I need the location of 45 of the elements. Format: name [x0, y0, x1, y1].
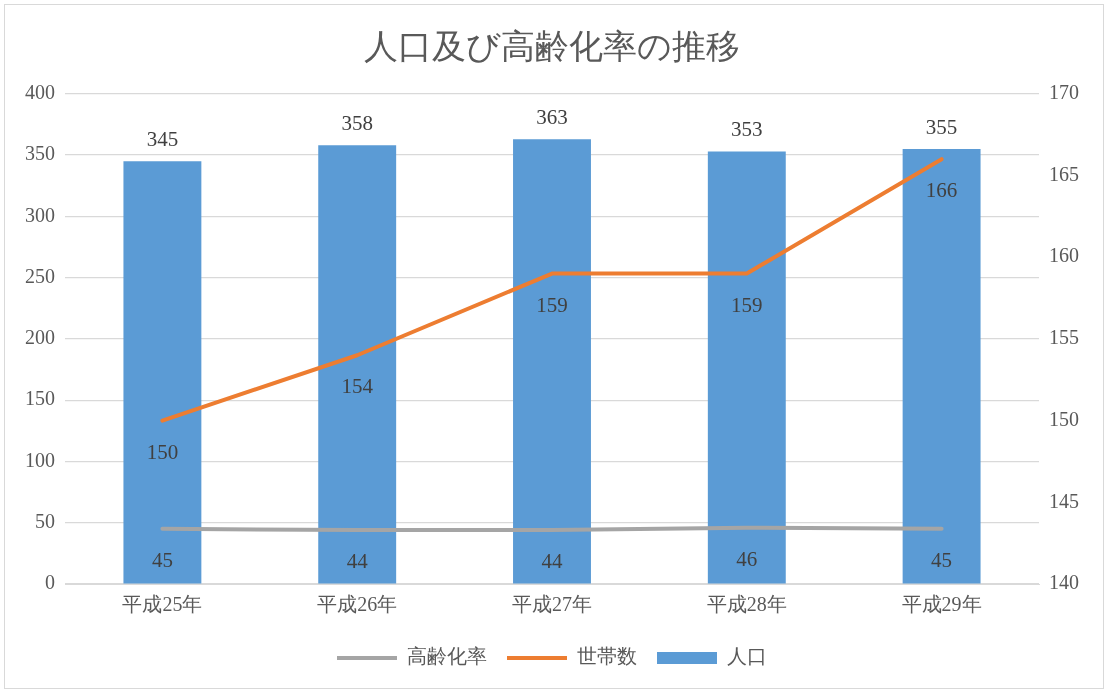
y-tick-label: 300	[25, 203, 55, 226]
y-tick-label: 50	[35, 509, 55, 532]
y-tick-label: 200	[25, 326, 55, 349]
data-label: 353	[731, 117, 763, 142]
y-tick-label: 350	[25, 142, 55, 165]
y2-tick-label: 145	[1049, 489, 1079, 512]
y2-tick-label: 160	[1049, 244, 1079, 267]
data-label: 358	[341, 111, 373, 136]
bar	[707, 151, 786, 584]
y2-tick-label: 140	[1049, 571, 1079, 594]
data-label: 363	[536, 105, 568, 130]
y-tick-label: 250	[25, 264, 55, 287]
y2-tick-label: 155	[1049, 326, 1079, 349]
data-label: 166	[925, 178, 958, 203]
y2-tick-label: 170	[1049, 81, 1079, 104]
legend-label: 人口	[727, 645, 767, 668]
data-label: 44	[541, 549, 563, 574]
y-tick-label: 0	[45, 571, 55, 594]
x-tick-label: 平成28年	[706, 593, 787, 616]
bar	[123, 161, 202, 584]
bar	[318, 145, 397, 584]
x-tick-label: 平成29年	[901, 593, 982, 616]
y2-tick-label: 150	[1049, 407, 1079, 430]
legend-label: 高齢化率	[407, 645, 487, 668]
y-tick-label: 150	[25, 387, 55, 410]
x-tick-label: 平成26年	[317, 593, 398, 616]
chart-title: 人口及び高齢化率の推移	[364, 28, 740, 66]
data-label: 45	[151, 547, 173, 572]
y-tick-label: 100	[25, 448, 55, 471]
y-tick-label: 400	[25, 81, 55, 104]
data-label: 345	[146, 127, 179, 152]
y2-tick-label: 165	[1049, 162, 1079, 185]
bar	[902, 148, 981, 584]
data-label: 45	[931, 547, 953, 572]
bar	[513, 139, 591, 584]
legend-label: 世帯数	[577, 645, 637, 668]
x-tick-label: 平成27年	[512, 593, 592, 616]
data-label: 150	[146, 439, 179, 464]
x-tick-label: 平成25年	[122, 593, 203, 616]
data-label: 154	[341, 374, 374, 399]
data-label: 159	[536, 292, 568, 317]
data-label: 44	[346, 549, 369, 574]
data-label: 355	[925, 114, 958, 139]
data-label: 159	[731, 292, 763, 317]
data-label: 46	[736, 546, 758, 571]
